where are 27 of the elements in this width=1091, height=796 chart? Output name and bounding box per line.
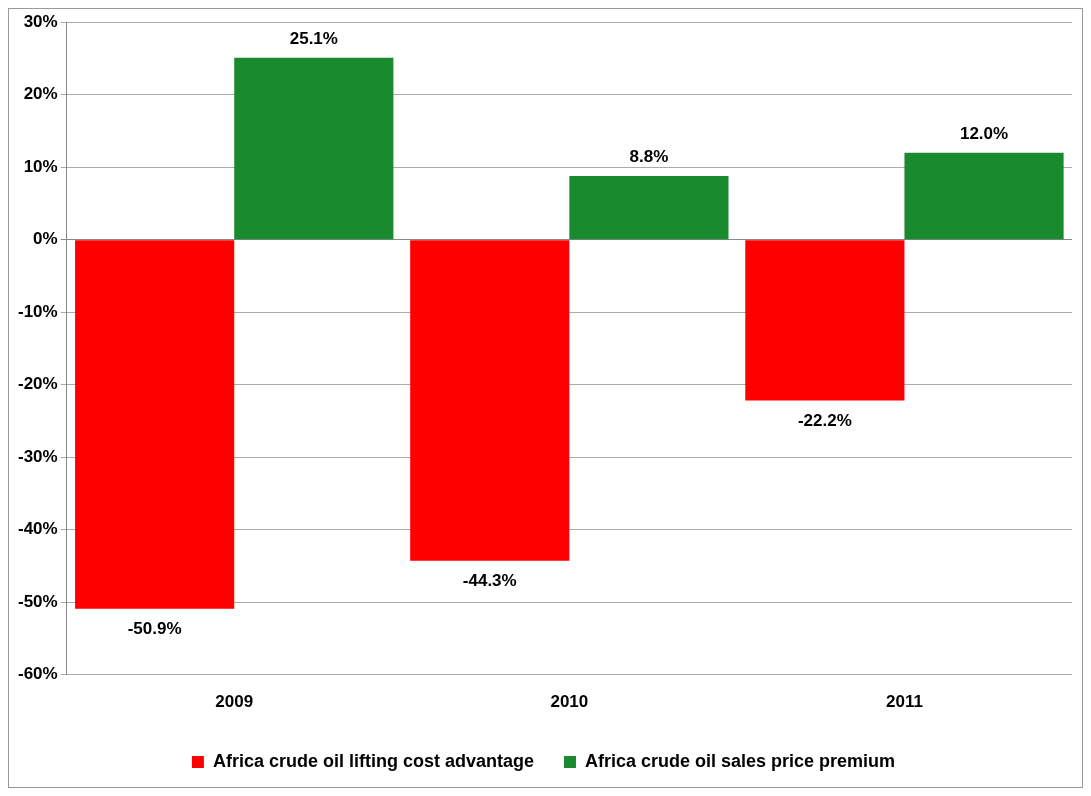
text: 8.8% bbox=[629, 147, 669, 167]
y-tick-label: 0% bbox=[33, 229, 58, 249]
y-tick-label: -60% bbox=[18, 664, 58, 684]
x-tick-label: 2009 bbox=[215, 692, 254, 712]
bar bbox=[75, 240, 235, 609]
y-tick-label: 10% bbox=[23, 156, 58, 176]
legend-label: Africa crude oil sales price premium bbox=[584, 750, 896, 771]
y-tick-label: -20% bbox=[18, 374, 58, 394]
bar bbox=[410, 240, 570, 561]
y-tick-label: 20% bbox=[23, 84, 58, 104]
bar bbox=[745, 240, 905, 401]
x-tick-label: 2010 bbox=[550, 692, 589, 712]
y-tick-label: -50% bbox=[18, 591, 58, 611]
text: -50.9% bbox=[127, 618, 182, 638]
text: -22.2% bbox=[797, 410, 852, 430]
legend-label: Africa crude oil lifting cost advantage bbox=[212, 750, 534, 771]
text: 25.1% bbox=[289, 28, 338, 48]
x-tick-label: 2011 bbox=[886, 692, 923, 712]
bar bbox=[904, 152, 1064, 240]
bar bbox=[234, 57, 394, 240]
y-tick-label: -10% bbox=[18, 301, 58, 321]
text: 12.0% bbox=[959, 123, 1009, 143]
bar bbox=[569, 175, 729, 240]
y-tick-label: -40% bbox=[18, 519, 58, 539]
y-tick-label: 30% bbox=[23, 11, 58, 31]
text: -44.3% bbox=[462, 570, 517, 590]
y-tick-label: -30% bbox=[18, 446, 58, 466]
